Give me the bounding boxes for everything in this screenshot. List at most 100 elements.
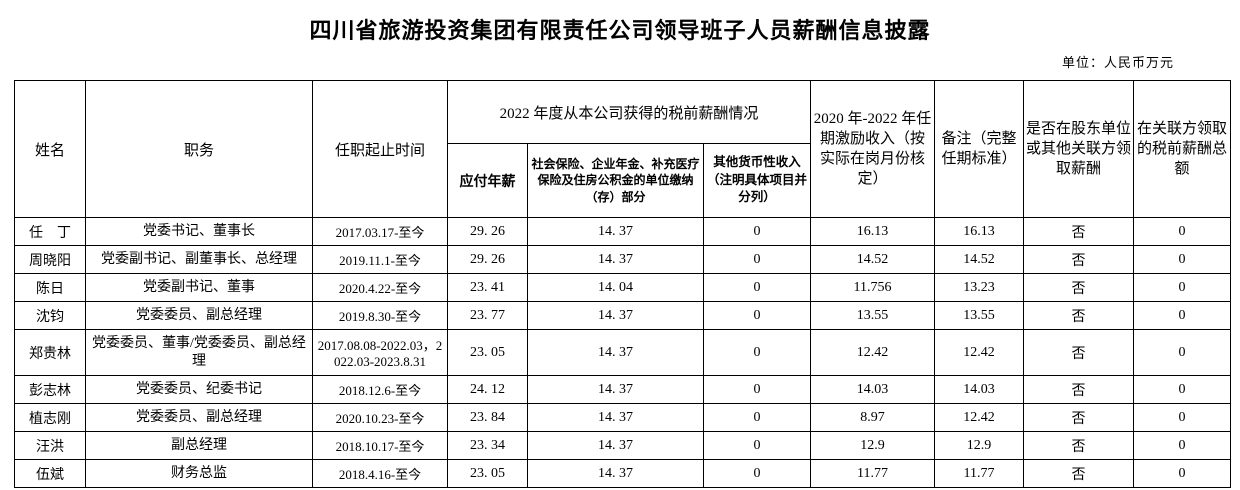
cell-position: 党委副书记、副董事长、总经理 (85, 245, 313, 274)
cell-incentive: 12.9 (810, 431, 935, 460)
page-title: 四川省旅游投资集团有限责任公司领导班子人员薪酬信息披露 (309, 18, 931, 43)
cell-other: 0 (703, 459, 811, 488)
cell-position: 副总经理 (85, 431, 313, 460)
cell-name: 植志刚 (14, 403, 86, 432)
cell-related-yn: 否 (1023, 301, 1134, 330)
cell-payable: 29. 26 (447, 245, 528, 274)
cell-remark: 12.9 (934, 431, 1024, 460)
header-position: 职务 (85, 80, 313, 218)
cell-name: 彭志林 (14, 375, 86, 404)
cell-remark: 13.55 (934, 301, 1024, 330)
cell-incentive: 14.52 (810, 245, 935, 274)
cell-tenure: 2019.11.1-至今 (312, 245, 448, 274)
cell-insurance: 14. 04 (527, 273, 704, 302)
cell-remark: 13.23 (934, 273, 1024, 302)
cell-related-total: 0 (1133, 329, 1231, 376)
cell-related-yn: 否 (1023, 403, 1134, 432)
cell-other: 0 (703, 273, 811, 302)
cell-insurance: 14. 37 (527, 217, 704, 246)
cell-related-yn: 否 (1023, 431, 1134, 460)
salary-disclosure-table: 姓名 职务 任职起止时间 2022 年度从本公司获得的税前薪酬情况 2020 年… (14, 80, 1231, 488)
header-insurance: 社会保险、企业年金、补充医疗保险及住房公积金的单位缴纳（存）部分 (527, 143, 704, 218)
header-incentive-income: 2020 年-2022 年任期激励收入（按实际在岗月份核定） (810, 80, 935, 218)
cell-remark: 12.42 (934, 329, 1024, 376)
cell-remark: 14.03 (934, 375, 1024, 404)
header-name: 姓名 (14, 80, 86, 218)
header-other-income: 其他货币性收入（注明具体项目并分列） (703, 143, 811, 218)
cell-position: 党委委员、董事/党委委员、副总经理 (85, 329, 313, 376)
cell-remark: 16.13 (934, 217, 1024, 246)
cell-name: 汪洪 (14, 431, 86, 460)
table-row: 伍斌 财务总监 2018.4.16-至今 23. 05 14. 37 0 11.… (14, 459, 1231, 488)
cell-related-yn: 否 (1023, 217, 1134, 246)
header-tenure: 任职起止时间 (312, 80, 448, 218)
cell-related-total: 0 (1133, 431, 1231, 460)
cell-payable: 23. 05 (447, 329, 528, 376)
table-row: 彭志林 党委委员、纪委书记 2018.12.6-至今 24. 12 14. 37… (14, 375, 1231, 404)
cell-name: 周晓阳 (14, 245, 86, 274)
cell-insurance: 14. 37 (527, 431, 704, 460)
cell-other: 0 (703, 301, 811, 330)
cell-incentive: 16.13 (810, 217, 935, 246)
header-related-party-total: 在关联方领取的税前薪酬总额 (1133, 80, 1231, 218)
cell-payable: 24. 12 (447, 375, 528, 404)
cell-incentive: 12.42 (810, 329, 935, 376)
header-related-party-paid: 是否在股东单位或其他关联方领取薪酬 (1023, 80, 1134, 218)
cell-payable: 23. 77 (447, 301, 528, 330)
header-remark: 备注（完整任期标准） (934, 80, 1024, 218)
cell-related-total: 0 (1133, 273, 1231, 302)
cell-related-total: 0 (1133, 301, 1231, 330)
header-payable-salary: 应付年薪 (447, 143, 528, 218)
table-row: 郑贵林 党委委员、董事/党委委员、副总经理 2017.08.08-2022.03… (14, 329, 1231, 376)
cell-name: 沈钧 (14, 301, 86, 330)
cell-incentive: 11.77 (810, 459, 935, 488)
cell-related-yn: 否 (1023, 375, 1134, 404)
cell-tenure: 2019.8.30-至今 (312, 301, 448, 330)
table-row: 植志刚 党委委员、副总经理 2020.10.23-至今 23. 84 14. 3… (14, 403, 1231, 432)
cell-incentive: 8.97 (810, 403, 935, 432)
cell-position: 财务总监 (85, 459, 313, 488)
cell-position: 党委书记、董事长 (85, 217, 313, 246)
cell-name: 任 丁 (14, 217, 86, 246)
cell-related-total: 0 (1133, 217, 1231, 246)
cell-tenure: 2018.12.6-至今 (312, 375, 448, 404)
cell-other: 0 (703, 217, 811, 246)
table-row: 任 丁 党委书记、董事长 2017.03.17-至今 29. 26 14. 37… (14, 217, 1231, 246)
table-row: 沈钧 党委委员、副总经理 2019.8.30-至今 23. 77 14. 37 … (14, 301, 1231, 330)
cell-related-yn: 否 (1023, 245, 1134, 274)
cell-payable: 23. 34 (447, 431, 528, 460)
cell-related-total: 0 (1133, 403, 1231, 432)
cell-other: 0 (703, 329, 811, 376)
cell-incentive: 14.03 (810, 375, 935, 404)
table-row: 周晓阳 党委副书记、副董事长、总经理 2019.11.1-至今 29. 26 1… (14, 245, 1231, 274)
cell-incentive: 11.756 (810, 273, 935, 302)
cell-related-yn: 否 (1023, 459, 1134, 488)
cell-related-yn: 否 (1023, 273, 1134, 302)
cell-remark: 14.52 (934, 245, 1024, 274)
cell-other: 0 (703, 403, 811, 432)
cell-position: 党委委员、纪委书记 (85, 375, 313, 404)
cell-insurance: 14. 37 (527, 375, 704, 404)
cell-name: 郑贵林 (14, 329, 86, 376)
cell-tenure: 2017.03.17-至今 (312, 217, 448, 246)
cell-position: 党委委员、副总经理 (85, 403, 313, 432)
cell-related-total: 0 (1133, 459, 1231, 488)
cell-payable: 29. 26 (447, 217, 528, 246)
cell-name: 伍斌 (14, 459, 86, 488)
cell-remark: 11.77 (934, 459, 1024, 488)
cell-tenure: 2018.4.16-至今 (312, 459, 448, 488)
cell-payable: 23. 05 (447, 459, 528, 488)
cell-related-yn: 否 (1023, 329, 1134, 376)
cell-position: 党委委员、副总经理 (85, 301, 313, 330)
cell-remark: 12.42 (934, 403, 1024, 432)
cell-other: 0 (703, 375, 811, 404)
cell-insurance: 14. 37 (527, 329, 704, 376)
cell-name: 陈日 (14, 273, 86, 302)
cell-tenure: 2017.08.08-2022.03，2022.03-2023.8.31 (312, 329, 448, 376)
cell-payable: 23. 84 (447, 403, 528, 432)
cell-related-total: 0 (1133, 245, 1231, 274)
cell-tenure: 2018.10.17-至今 (312, 431, 448, 460)
cell-incentive: 13.55 (810, 301, 935, 330)
cell-tenure: 2020.4.22-至今 (312, 273, 448, 302)
